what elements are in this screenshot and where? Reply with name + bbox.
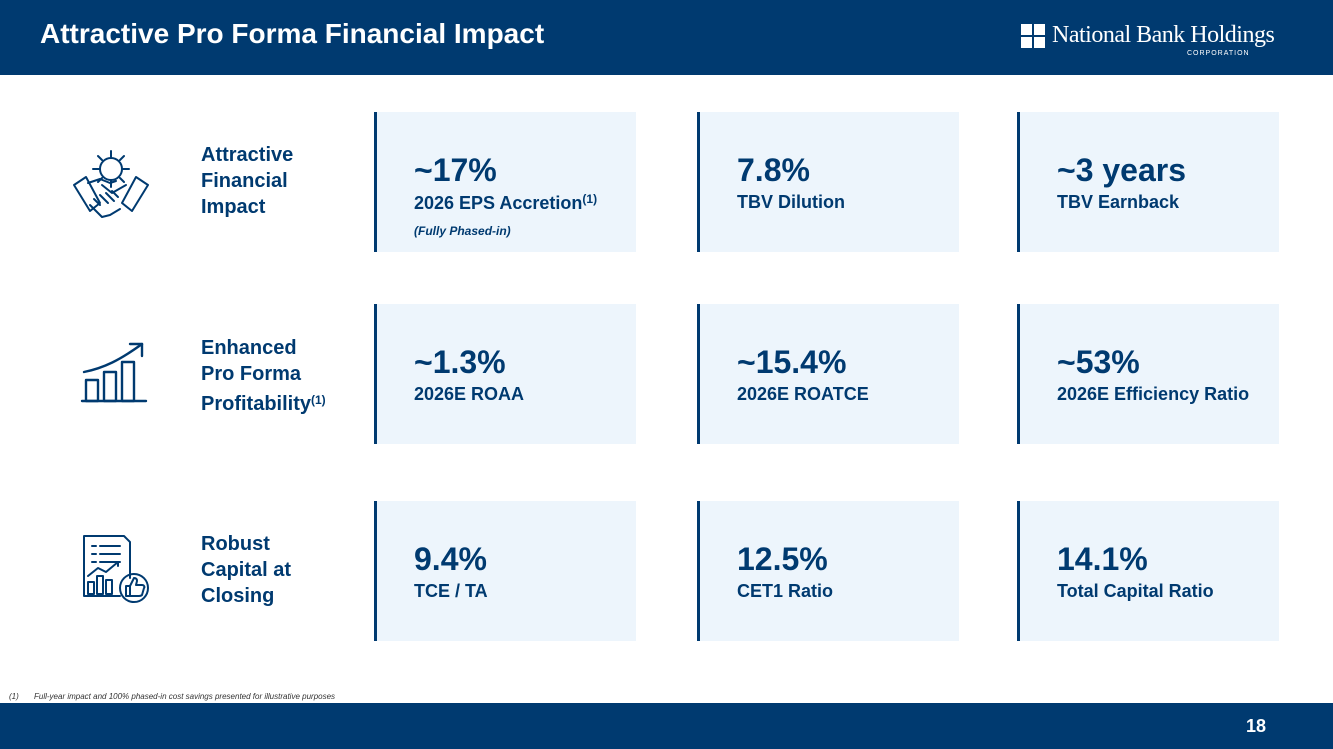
footer-bar: 18 (0, 703, 1333, 749)
metric-value: 7.8% (737, 152, 810, 188)
label-line: Financial (201, 170, 288, 192)
handshake-gear-icon (73, 150, 149, 218)
report-thumbs-up-icon (83, 535, 149, 603)
footnote: (1) Full-year impact and 100% phased-in c… (9, 692, 335, 701)
label-line: Capital at (201, 559, 292, 581)
card-cet1-ratio: 12.5% CET1 Ratio (697, 501, 959, 641)
footnote-number: (1) (9, 692, 19, 701)
metric-label: 2026E ROAA (414, 384, 525, 404)
metric-note: (Fully Phased-in) (414, 224, 511, 238)
label-line: Pro Forma (201, 363, 302, 385)
card-roaa: ~1.3% 2026E ROAA (374, 304, 636, 444)
label-line: Profitability(1) (201, 387, 326, 417)
logo-mark-icon (1021, 24, 1045, 48)
label-line: Robust (201, 533, 270, 555)
page-title: Attractive Pro Forma Financial Impact (40, 18, 545, 49)
label-line: Attractive (201, 144, 294, 166)
card-tce-ta: 9.4% TCE / TA (374, 501, 636, 641)
row-label-profitability: Enhanced Pro Forma Profitability(1) (201, 335, 326, 417)
metric-value: ~53% (1057, 344, 1140, 380)
page-number: 18 (1245, 716, 1266, 736)
row-label-financial-impact: Attractive Financial Impact (201, 142, 293, 220)
metric-label: Total Capital Ratio (1057, 581, 1214, 601)
metric-label-text: 2026 EPS Accretion (414, 193, 583, 213)
metric-value: ~15.4% (737, 344, 847, 380)
row-label-capital: Robust Capital at Closing (201, 531, 291, 609)
metric-label: CET1 Ratio (737, 581, 834, 601)
logo-name: National Bank Holdings (1052, 22, 1275, 48)
metric-value: ~3 years (1057, 152, 1187, 188)
metric-label: TCE / TA (414, 581, 488, 601)
card-eps-accretion: ~17% 2026 EPS Accretion(1) (Fully Phased… (374, 112, 636, 252)
metric-value: ~1.3% (414, 344, 506, 380)
card-efficiency-ratio: ~53% 2026E Efficiency Ratio (1017, 304, 1279, 444)
metric-label: 2026 EPS Accretion(1) (414, 192, 597, 214)
logo-subtitle: CORPORATION (1187, 50, 1250, 57)
metric-label: TBV Dilution (737, 192, 845, 212)
metric-value: 14.1% (1057, 541, 1148, 577)
label-line: Closing (201, 585, 275, 607)
card-tbv-earnback: ~3 years TBV Earnback (1017, 112, 1279, 252)
label-line: Enhanced (201, 337, 297, 359)
card-tbv-dilution: 7.8% TBV Dilution (697, 112, 959, 252)
label-line-text: Profitability (201, 393, 312, 415)
label-line: Impact (201, 196, 266, 218)
metric-label: TBV Earnback (1057, 192, 1180, 212)
metric-label: 2026E Efficiency Ratio (1057, 384, 1250, 404)
card-roatce: ~15.4% 2026E ROATCE (697, 304, 959, 444)
footnote-ref: (1) (582, 192, 598, 206)
metric-value: 12.5% (737, 541, 828, 577)
metric-value: ~17% (414, 152, 497, 188)
metric-value: 9.4% (414, 541, 487, 577)
card-total-capital-ratio: 14.1% Total Capital Ratio (1017, 501, 1279, 641)
company-logo: National Bank Holdings CORPORATION (1021, 22, 1281, 62)
header-bar: Attractive Pro Forma Financial Impact Na… (0, 0, 1333, 75)
growth-chart-icon (80, 342, 148, 403)
footnote-ref: (1) (311, 393, 326, 407)
metric-label: 2026E ROATCE (737, 384, 869, 404)
footnote-text: Full-year impact and 100% phased-in cost… (34, 692, 336, 701)
